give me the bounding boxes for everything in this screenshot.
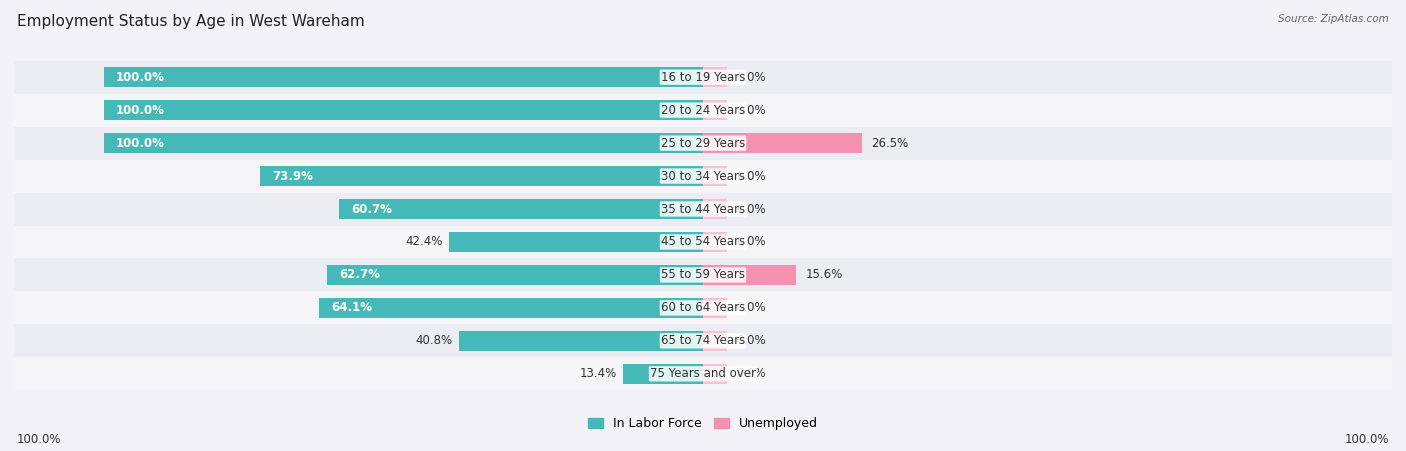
Bar — [14, 61, 1392, 94]
Bar — [703, 298, 727, 318]
Text: 65 to 74 Years: 65 to 74 Years — [661, 334, 745, 347]
Text: 73.9%: 73.9% — [273, 170, 314, 183]
Bar — [104, 67, 703, 87]
Bar — [449, 232, 703, 252]
Bar — [703, 67, 727, 87]
Text: 60 to 64 Years: 60 to 64 Years — [661, 301, 745, 314]
Bar — [14, 258, 1392, 291]
Bar — [14, 94, 1392, 127]
Text: 55 to 59 Years: 55 to 59 Years — [661, 268, 745, 281]
Bar — [319, 298, 703, 318]
Bar — [703, 331, 727, 351]
Bar — [14, 324, 1392, 357]
Bar — [328, 265, 703, 285]
Bar — [458, 331, 703, 351]
Bar — [14, 160, 1392, 193]
Text: 45 to 54 Years: 45 to 54 Years — [661, 235, 745, 249]
Text: 0.0%: 0.0% — [735, 71, 766, 84]
Bar — [14, 193, 1392, 226]
Bar — [623, 364, 703, 384]
Text: 40.8%: 40.8% — [415, 334, 453, 347]
Text: 75 Years and over: 75 Years and over — [650, 367, 756, 380]
Bar — [104, 133, 703, 153]
Text: 0.0%: 0.0% — [735, 301, 766, 314]
Text: 0.0%: 0.0% — [735, 367, 766, 380]
Text: 100.0%: 100.0% — [115, 104, 165, 117]
Bar — [14, 291, 1392, 324]
Bar — [703, 133, 862, 153]
Bar — [104, 100, 703, 120]
Bar — [260, 166, 703, 186]
Text: 100.0%: 100.0% — [115, 71, 165, 84]
Text: 0.0%: 0.0% — [735, 235, 766, 249]
Text: 0.0%: 0.0% — [735, 202, 766, 216]
Text: 26.5%: 26.5% — [870, 137, 908, 150]
Text: 100.0%: 100.0% — [17, 433, 62, 446]
Text: 15.6%: 15.6% — [806, 268, 842, 281]
Bar — [703, 364, 727, 384]
Text: 100.0%: 100.0% — [115, 137, 165, 150]
Text: 20 to 24 Years: 20 to 24 Years — [661, 104, 745, 117]
Text: 0.0%: 0.0% — [735, 170, 766, 183]
Legend: In Labor Force, Unemployed: In Labor Force, Unemployed — [583, 412, 823, 435]
Bar — [14, 226, 1392, 258]
Text: 62.7%: 62.7% — [339, 268, 380, 281]
Bar — [14, 127, 1392, 160]
Text: 60.7%: 60.7% — [352, 202, 392, 216]
Bar — [703, 265, 796, 285]
Text: 42.4%: 42.4% — [405, 235, 443, 249]
Text: 0.0%: 0.0% — [735, 334, 766, 347]
Bar — [703, 166, 727, 186]
Text: 0.0%: 0.0% — [735, 104, 766, 117]
Text: 25 to 29 Years: 25 to 29 Years — [661, 137, 745, 150]
Bar — [703, 199, 727, 219]
Bar — [703, 100, 727, 120]
Bar — [339, 199, 703, 219]
Text: 35 to 44 Years: 35 to 44 Years — [661, 202, 745, 216]
Text: 16 to 19 Years: 16 to 19 Years — [661, 71, 745, 84]
Text: Employment Status by Age in West Wareham: Employment Status by Age in West Wareham — [17, 14, 364, 28]
Bar — [14, 357, 1392, 390]
Bar — [703, 232, 727, 252]
Text: 30 to 34 Years: 30 to 34 Years — [661, 170, 745, 183]
Text: 64.1%: 64.1% — [330, 301, 373, 314]
Text: 13.4%: 13.4% — [579, 367, 617, 380]
Text: Source: ZipAtlas.com: Source: ZipAtlas.com — [1278, 14, 1389, 23]
Text: 100.0%: 100.0% — [1344, 433, 1389, 446]
